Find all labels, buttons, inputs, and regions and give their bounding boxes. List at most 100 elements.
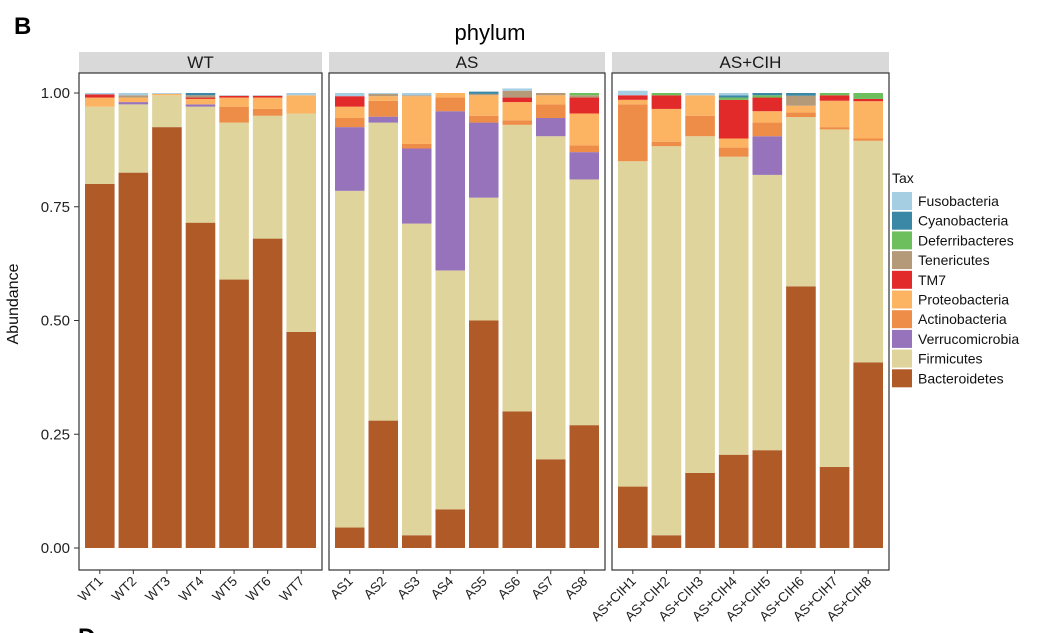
- bar-segment-verrucomicrobia-as5: [469, 122, 499, 198]
- bar-segment-proteobacteria-as-cih4: [718, 138, 749, 148]
- facet-strip: [329, 52, 605, 73]
- bar-segment-tenericutes-wt2: [118, 95, 149, 98]
- bar-segment-cyanobacteria-wt4: [185, 93, 216, 96]
- bar-segment-proteobacteria-wt3: [152, 93, 182, 96]
- bar-segment-firmicutes-as-cih3: [685, 136, 715, 473]
- bar-segment-firmicutes-as4: [435, 270, 465, 510]
- bar-segment-deferribacteres-as-cih5: [752, 95, 783, 98]
- bar-segment-cyanobacteria-as-cih4: [718, 95, 749, 98]
- y-tick-label: 0.00: [41, 540, 70, 557]
- bar-segment-actinobacteria-as-cih2: [651, 141, 682, 147]
- x-tick-label: AS8: [562, 574, 591, 603]
- x-tick-label: AS2: [361, 574, 390, 603]
- bar-segment-proteobacteria-as7: [536, 95, 566, 105]
- bar-segment-firmicutes-wt7: [286, 113, 316, 332]
- legend-swatch-bacteroidetes: [892, 369, 912, 388]
- bar-segment-tenericutes-as7: [536, 93, 566, 96]
- bar-segment-proteobacteria-as-cih8: [853, 101, 883, 139]
- bar-segment-proteobacteria-as1: [335, 106, 365, 119]
- bar-segment-deferribacteres-as-cih7: [819, 93, 850, 96]
- x-tick-label: WT3: [142, 574, 173, 605]
- y-tick-label: 0.50: [41, 313, 70, 330]
- bar-segment-fusobacteria-wt6: [252, 95, 283, 96]
- bar-segment-bacteroidetes-as7: [536, 459, 566, 548]
- x-tick-label: WT7: [277, 574, 308, 605]
- bar-segment-proteobacteria-as-cih6: [786, 105, 816, 113]
- bar-segment-proteobacteria-as-cih3: [685, 95, 715, 116]
- bar-segment-firmicutes-as-cih1: [618, 161, 648, 487]
- x-tick-label: WT1: [75, 574, 106, 605]
- bar-segment-tm7-as6: [502, 97, 532, 103]
- bar-segment-fusobacteria-wt2: [118, 93, 149, 96]
- legend-label: TM7: [918, 272, 946, 288]
- bar-segment-bacteroidetes-wt3: [152, 127, 182, 548]
- facet-strip-label: AS: [456, 53, 479, 72]
- bar-segment-tm7-as-cih1: [618, 95, 648, 100]
- bar-segment-tm7-wt6: [252, 95, 283, 98]
- bar-segment-actinobacteria-as1: [335, 118, 365, 128]
- bar-segment-actinobacteria-as-cih6: [786, 112, 816, 118]
- bar-segment-proteobacteria-wt2: [118, 97, 149, 103]
- x-tick-label: AS1: [327, 574, 356, 603]
- legend-title: Tax: [892, 170, 914, 186]
- bar-segment-bacteroidetes-as5: [469, 320, 499, 548]
- x-tick-label: WT2: [109, 574, 140, 605]
- facet-panel-border: [611, 72, 890, 571]
- legend-label: Deferribacteres: [918, 232, 1014, 248]
- bar-segment-cyanobacteria-as5: [469, 91, 499, 94]
- x-tick-label: AS4: [428, 573, 457, 602]
- x-tick-label: AS3: [394, 574, 423, 603]
- facet-wt: WT WT1 WT2 WT3 WT4 WT5 WT6 WT7: [75, 52, 323, 605]
- bar-segment-firmicutes-wt5: [219, 122, 249, 280]
- bar-segment-fusobacteria-as6: [502, 88, 532, 91]
- y-tick-label: 0.25: [41, 426, 70, 443]
- bar-segment-actinobacteria-as3: [402, 143, 432, 149]
- bar-segment-actinobacteria-as7: [536, 104, 566, 119]
- bar-segment-bacteroidetes-as-cih5: [752, 450, 783, 548]
- bar-segment-fusobacteria-as-cih4: [718, 93, 749, 96]
- bar-segment-tm7-as-cih7: [819, 95, 850, 101]
- bar-segment-verrucomicrobia-as7: [536, 118, 566, 137]
- x-tick-label: AS5: [461, 574, 490, 603]
- bar-segment-bacteroidetes-as-cih7: [819, 467, 850, 548]
- bar-segment-bacteroidetes-as8: [569, 425, 599, 548]
- bar-segment-firmicutes-as-cih4: [718, 156, 749, 455]
- y-tick-label: 1.00: [41, 85, 70, 102]
- facet-panels: WT WT1 WT2 WT3 WT4 WT5 WT6 WT7 AS AS1 AS2 AS3 AS4 AS5…: [75, 52, 890, 624]
- bar-segment-bacteroidetes-wt1: [85, 184, 115, 548]
- bar-segment-firmicutes-as-cih6: [786, 117, 816, 287]
- bar-segment-firmicutes-as-cih2: [651, 146, 682, 536]
- bar-segment-cyanobacteria-as-cih6: [786, 93, 816, 96]
- bar-segment-firmicutes-as1: [335, 190, 365, 528]
- legend-label: Actinobacteria: [918, 311, 1007, 327]
- facet-strip-label: AS+CIH: [720, 53, 782, 72]
- bar-segment-bacteroidetes-as-cih4: [718, 454, 749, 548]
- bar-segment-actinobacteria-wt6: [252, 108, 283, 116]
- bar-segment-tm7-as-cih5: [752, 97, 783, 112]
- bar-segment-verrucomicrobia-as-cih5: [752, 136, 783, 175]
- panel-letter: B: [14, 13, 31, 40]
- bar-segment-bacteroidetes-as-cih3: [685, 472, 715, 548]
- bar-segment-actinobacteria-as2: [368, 100, 398, 117]
- legend-swatch-proteobacteria: [892, 290, 912, 309]
- bar-segment-bacteroidetes-as-cih8: [853, 362, 883, 548]
- bar-segment-firmicutes-as6: [502, 124, 532, 412]
- x-tick-label: WT5: [209, 574, 240, 605]
- facet-as: AS AS1 AS2 AS3 AS4 AS5 AS6 AS7 AS8: [327, 52, 606, 603]
- x-tick-label: AS6: [495, 574, 524, 603]
- legend-swatch-firmicutes: [892, 349, 912, 368]
- bar-segment-bacteroidetes-as4: [435, 509, 465, 548]
- bar-segment-deferribacteres-as8: [569, 93, 599, 96]
- bar-segment-proteobacteria-as-cih7: [819, 100, 850, 128]
- bar-segment-proteobacteria-wt6: [252, 97, 283, 109]
- legend-label: Proteobacteria: [918, 292, 1009, 308]
- bar-segment-bacteroidetes-as-cih1: [618, 486, 648, 548]
- bar-segment-actinobacteria-as8: [569, 145, 599, 153]
- bar-segment-firmicutes-as-cih7: [819, 129, 850, 468]
- x-tick-label: WT6: [243, 574, 274, 605]
- legend-swatch-deferribacteres: [892, 231, 912, 250]
- y-tick-label: 0.75: [41, 199, 70, 216]
- bar-segment-firmicutes-as2: [368, 122, 398, 421]
- legend-label: Cyanobacteria: [918, 213, 1008, 229]
